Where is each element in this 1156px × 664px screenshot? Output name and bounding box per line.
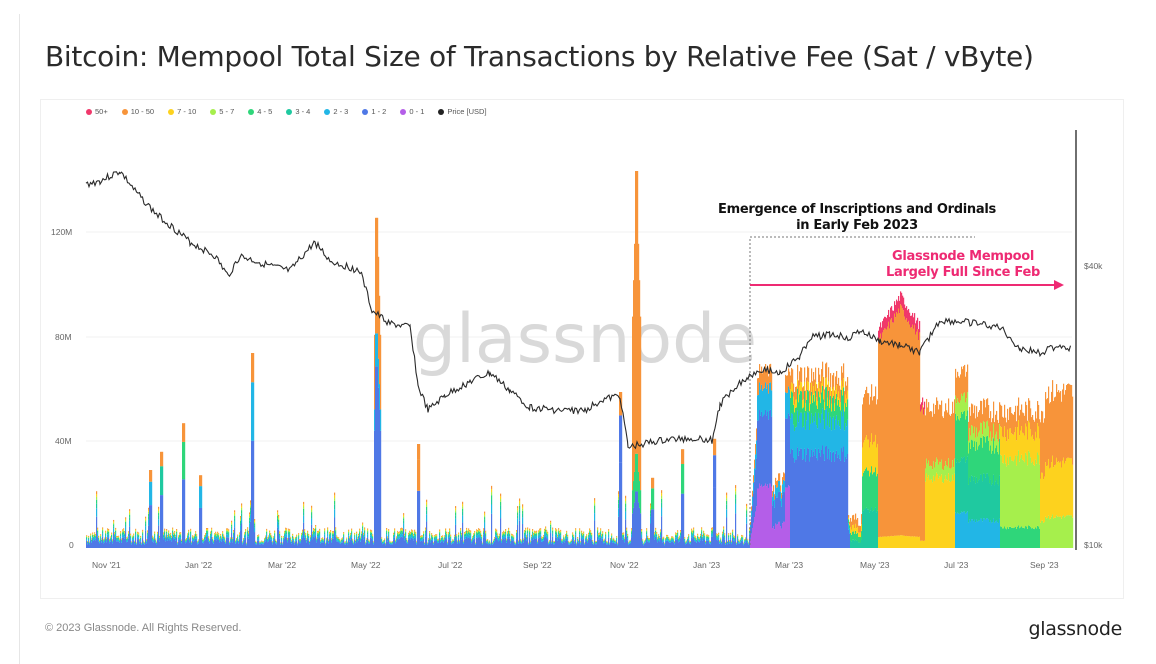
y-tick-80m: 80M	[55, 332, 72, 342]
legend-label: 3 - 4	[295, 107, 311, 116]
annotation-dotted-bracket	[749, 236, 975, 545]
y2-tick-10k: $10k	[1084, 540, 1103, 550]
annotation-line-2: in Early Feb 2023	[796, 218, 918, 233]
legend-label: 5 - 7	[219, 107, 235, 116]
x-tick: Jan '22	[185, 560, 213, 570]
page-left-border	[19, 14, 20, 664]
annotation-mempool-full: Glassnode Mempool Largely Full Since Feb	[868, 249, 1058, 281]
legend-dot-icon	[438, 108, 445, 115]
page-title: Bitcoin: Mempool Total Size of Transacti…	[45, 40, 1034, 73]
legend-dot-icon	[168, 108, 175, 115]
legend-dot-icon	[362, 108, 369, 115]
annotation-line-1: Emergence of Inscriptions and Ordinals	[718, 202, 996, 217]
legend-item[interactable]: 4 - 5	[248, 107, 272, 116]
legend-label: 0 - 1	[409, 107, 425, 116]
legend-label: 7 - 10	[177, 107, 197, 116]
y2-tick-40k: $40k	[1084, 261, 1103, 271]
legend-item[interactable]: 7 - 10	[168, 107, 196, 116]
x-tick: Jul '22	[438, 560, 463, 570]
annotation-pink-line-2: Largely Full Since Feb	[886, 265, 1040, 280]
y-tick-0: 0	[69, 540, 74, 550]
price-line	[85, 171, 1072, 450]
legend-label: 10 - 50	[130, 107, 155, 116]
x-tick: Nov '21	[92, 560, 121, 570]
footer-copyright: © 2023 Glassnode. All Rights Reserved.	[45, 622, 242, 634]
legend-item[interactable]: 3 - 4	[286, 107, 310, 116]
x-tick: May '23	[860, 560, 890, 570]
x-tick: May '22	[351, 560, 381, 570]
arrow-head-icon	[1054, 280, 1064, 290]
legend-dot-icon	[86, 108, 92, 115]
legend-item[interactable]: 1 - 2	[362, 107, 386, 116]
x-tick: Nov '22	[610, 560, 639, 570]
glassnode-logo: glassnode	[1028, 618, 1123, 640]
x-tick: Jan '23	[693, 560, 721, 570]
legend-item[interactable]: 10 - 50	[121, 107, 155, 116]
legend-label: 2 - 3	[333, 107, 349, 116]
legend-dot-icon	[400, 108, 407, 115]
x-tick: Mar '22	[268, 560, 297, 570]
watermark: glassnode	[413, 300, 757, 379]
legend-dot-icon	[248, 108, 255, 115]
legend-label: 4 - 5	[257, 107, 273, 116]
legend-item[interactable]: 0 - 1	[400, 107, 424, 116]
legend-item[interactable]: Price [USD]	[438, 107, 487, 116]
legend-label: 1 - 2	[371, 107, 387, 116]
x-tick: Mar '23	[775, 560, 804, 570]
x-tick: Sep '22	[523, 560, 552, 570]
chart-legend: 50+ 10 - 50 7 - 10 5 - 7 4 - 5 3 - 4 2 - 3 1 - …	[86, 107, 487, 116]
y-tick-120m: 120M	[51, 227, 73, 237]
legend-dot-icon	[286, 108, 293, 115]
x-tick: Sep '23	[1030, 560, 1059, 570]
y-tick-40m: 40M	[55, 436, 72, 446]
legend-item[interactable]: 50+	[86, 107, 108, 116]
annotation-pink-line-1: Glassnode Mempool	[891, 249, 1035, 264]
legend-dot-icon	[324, 108, 331, 115]
legend-label: Price [USD]	[447, 107, 487, 116]
legend-item[interactable]: 5 - 7	[210, 107, 234, 116]
legend-dot-icon	[210, 108, 217, 115]
annotation-inscriptions: Emergence of Inscriptions and Ordinals i…	[712, 202, 1002, 234]
x-tick: Jul '23	[944, 560, 969, 570]
mempool-stacked-bars	[86, 171, 1074, 548]
legend-item[interactable]: 2 - 3	[324, 107, 348, 116]
legend-dot-icon	[121, 108, 128, 115]
legend-label: 50+	[95, 107, 108, 116]
